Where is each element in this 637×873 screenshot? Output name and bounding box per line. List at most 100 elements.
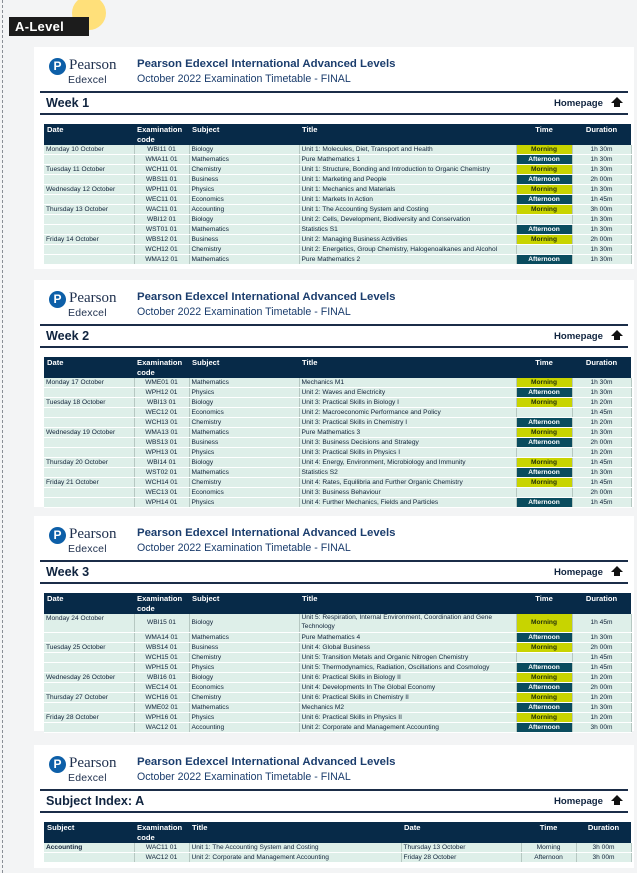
home-icon[interactable] [611,97,623,108]
cell-code: WEC13 01 [134,487,190,499]
cell-time: Afternoon [521,852,577,864]
cell-time: Morning [516,642,573,653]
cell-title: Unit 6: Practical Skills in Chemistry II [299,692,517,703]
header-title: Pearson Edexcel International Advanced L… [137,58,396,70]
cell-title: Unit 1: Mechanics and Materials [299,184,517,196]
cell-duration: 1h 30m [572,427,632,439]
cell-duration: 3h 00m [572,722,632,733]
cell-time: Afternoon [516,662,573,673]
cell-code: WBS13 01 [134,437,190,449]
cell-subject: Accounting [44,843,135,854]
cell-date: Monday 10 October [44,145,135,156]
cell-title: Unit 5: Transition Metals and Organic Ni… [299,652,517,663]
home-icon[interactable] [611,566,623,577]
cell-code: WBI16 01 [134,672,190,683]
cell-time: Morning [516,672,573,683]
column-header-subject: Subject [189,124,299,145]
table-row: Wednesday 26 October WBI16 01 Biology Unit … [44,672,632,683]
cell-code: WBI15 01 [134,614,190,633]
table-row: WBS13 01 Business Unit 3: Business Decisio… [44,437,632,449]
cell-date: Thursday 13 October [44,204,135,216]
cell-time: Afternoon [516,467,573,479]
cell-time: Morning [516,184,573,196]
table-row: Tuesday 11 October WCH11 01 Chemistry Unit … [44,164,632,176]
cell-code: WBS11 01 [134,174,190,186]
cell-subject: Mathematics [189,378,300,389]
cell-date [44,437,135,449]
cell-code: WPH16 01 [134,712,190,723]
cell-time: Morning [516,712,573,723]
cell-date: Friday 21 October [44,477,135,489]
home-icon[interactable] [611,795,623,806]
cell-time [516,447,573,459]
cell-duration: 1h 20m [572,397,632,409]
page-label: A-Level [9,17,89,36]
cell-title: Pure Mathematics 4 [299,632,517,643]
pearson-logo: P Pearson Edexcel [49,526,121,556]
home-icon[interactable] [611,330,623,341]
cell-time: Morning [516,457,573,469]
table-row: Thursday 20 October WBI14 01 Biology Unit 4… [44,457,632,469]
cell-subject: Chemistry [189,164,300,176]
column-header-time: Time [516,124,572,145]
homepage-link[interactable]: Homepage [553,567,603,578]
cell-code: WBI14 01 [134,457,190,469]
cell-title: Unit 1: Molecules, Diet, Transport and H… [299,145,517,156]
cell-duration: 2h 00m [572,642,632,653]
table-row: WBS11 01 Business Unit 1: Marketing and Pe… [44,174,632,186]
cell-date [44,174,135,186]
homepage-link[interactable]: Homepage [553,331,603,342]
cell-code: WMA14 01 [134,632,190,643]
cell-code: WPH14 01 [134,497,190,509]
cell-code: WMA13 01 [134,427,190,439]
table-row: WME02 01 Mathematics Mechanics M2 Afternoon… [44,702,632,713]
cell-code: WAC12 01 [134,852,190,864]
cell-duration: 1h 30m [572,214,632,226]
cell-subject: Economics [189,407,300,419]
cell-code: WCH14 01 [134,477,190,489]
homepage-link[interactable]: Homepage [553,796,603,807]
table-row: WST02 01 Mathematics Statistics S2 Afternoo… [44,467,632,479]
cell-duration: 2h 00m [572,437,632,449]
section-title: Week 3 [46,565,90,579]
cell-title: Unit 4: Further Mechanics, Fields and Pa… [299,497,517,509]
cell-duration: 1h 20m [572,692,632,703]
column-header-code: Examination code [134,357,189,378]
cell-title: Unit 1: The Accounting System and Costin… [189,843,402,854]
cell-title: Unit 3: Practical Skills in Biology I [299,397,517,409]
cell-date [44,497,135,509]
cell-subject: Chemistry [189,692,300,703]
cell-title: Pure Mathematics 3 [299,427,517,439]
homepage-link[interactable]: Homepage [553,98,603,109]
cell-time: Morning [516,427,573,439]
cell-time: Morning [516,234,573,246]
cell-title: Unit 2: Managing Business Activities [299,234,517,246]
cell-subject: Business [189,174,300,186]
cell-time: Afternoon [516,682,573,693]
section-bar: Subject Index: A Homepage [40,789,628,813]
cell-date [44,702,135,713]
cell-code: WME01 01 [134,378,190,389]
cell-date [44,447,135,459]
cell-date: Friday 14 October [44,234,135,246]
cell-duration: 1h 45m [572,652,632,663]
cell-code: WCH15 01 [134,652,190,663]
cell-date [44,722,135,733]
cell-time: Afternoon [516,417,573,429]
cell-time [516,652,573,663]
cell-subject: Biology [189,457,300,469]
cell-subject: Economics [189,194,300,206]
timetable: Date Examination code Subject Title Time Dura… [44,357,632,509]
header-subtitle: October 2022 Examination Timetable - FIN… [137,542,351,554]
cell-date [44,632,135,643]
page-margin-guide [2,0,3,873]
cell-date [44,407,135,419]
cell-date [44,487,135,499]
cell-subject: Mathematics [189,254,300,266]
section-title: Subject Index: A [46,794,145,808]
pearson-p-icon: P [49,291,66,308]
cell-subject: Chemistry [189,477,300,489]
cell-title: Unit 3: Practical Skills in Chemistry I [299,417,517,429]
cell-date [44,194,135,206]
header-title: Pearson Edexcel International Advanced L… [137,291,396,303]
